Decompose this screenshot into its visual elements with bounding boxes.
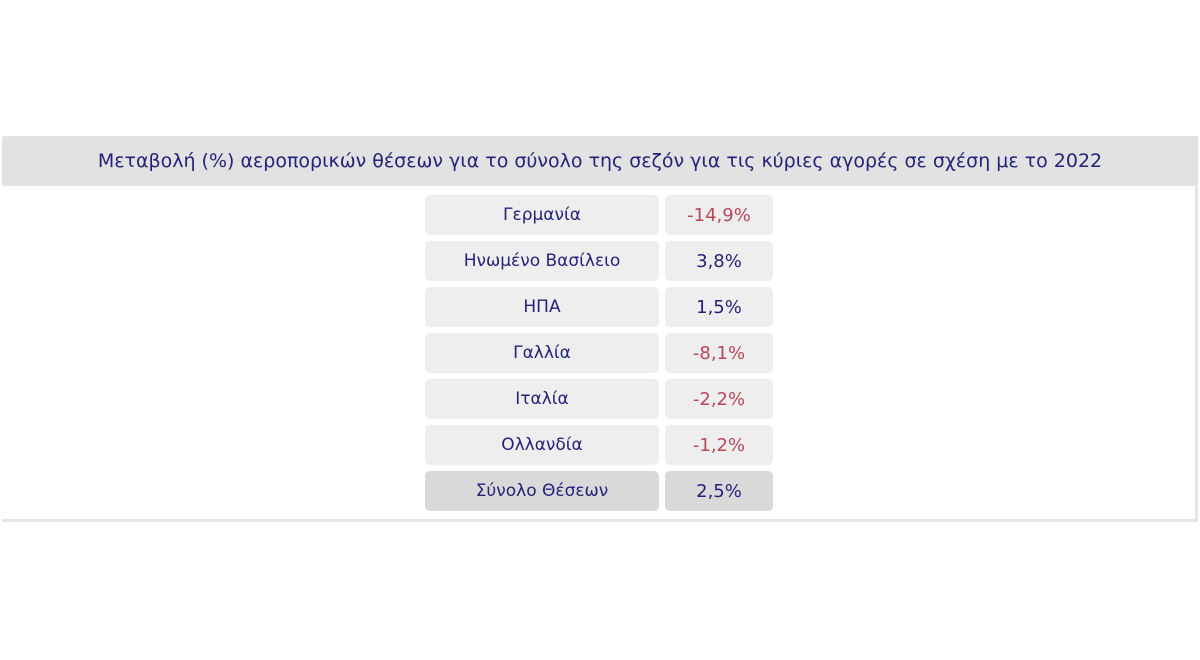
row-value: -8,1%	[665, 333, 773, 373]
row-label: Ηνωμένο Βασίλειο	[425, 241, 659, 281]
total-label: Σύνολο Θέσεων	[425, 471, 659, 511]
row-label: ΗΠΑ	[425, 287, 659, 327]
row-value: 3,8%	[665, 241, 773, 281]
row-label: Γαλλία	[425, 333, 659, 373]
row-value: 1,5%	[665, 287, 773, 327]
table-row: Γερμανία -14,9%	[425, 195, 775, 235]
row-label: Ιταλία	[425, 379, 659, 419]
table-row: Ολλανδία -1,2%	[425, 425, 775, 465]
row-value: -2,2%	[665, 379, 773, 419]
row-value: -1,2%	[665, 425, 773, 465]
row-value: -14,9%	[665, 195, 773, 235]
table-row: Γαλλία -8,1%	[425, 333, 775, 373]
chart-title: Μεταβολή (%) αεροπορικών θέσεων για το σ…	[97, 150, 1103, 172]
chart-title-bar: Μεταβολή (%) αεροπορικών θέσεων για το σ…	[2, 136, 1198, 186]
table-row: ΗΠΑ 1,5%	[425, 287, 775, 327]
row-label: Ολλανδία	[425, 425, 659, 465]
total-value: 2,5%	[665, 471, 773, 511]
table-row: Ιταλία -2,2%	[425, 379, 775, 419]
data-table: Γερμανία -14,9% Ηνωμένο Βασίλειο 3,8% ΗΠ…	[425, 195, 775, 517]
table-row: Ηνωμένο Βασίλειο 3,8%	[425, 241, 775, 281]
row-label: Γερμανία	[425, 195, 659, 235]
table-row-total: Σύνολο Θέσεων 2,5%	[425, 471, 775, 511]
